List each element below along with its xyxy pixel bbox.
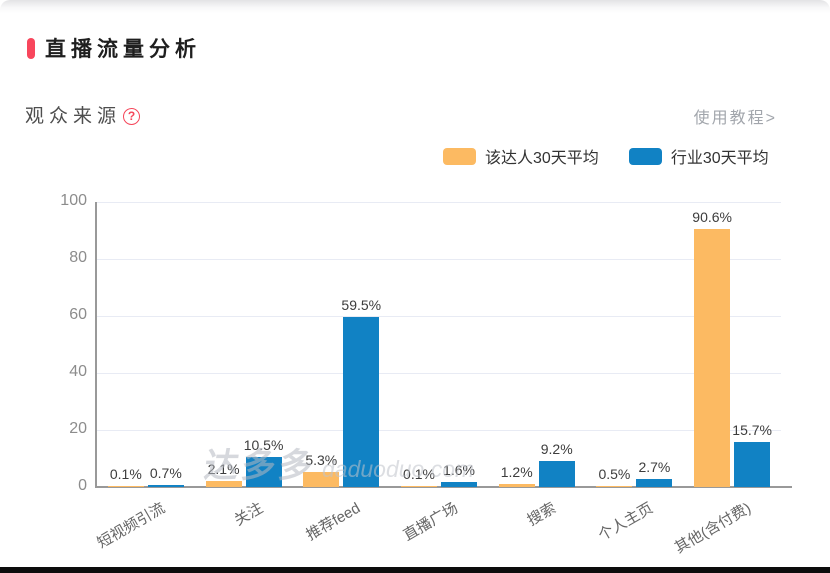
- card-top-edge: [0, 0, 830, 13]
- bar-value-label: 1.2%: [500, 463, 533, 480]
- gridline: [97, 315, 781, 317]
- page-title: 直播流量分析: [45, 38, 201, 61]
- bar-value-label: 0.1%: [109, 466, 142, 482]
- bottom-edge-bar: [0, 567, 830, 573]
- chart-legend: 该达人30天平均 行业30天平均: [443, 144, 769, 168]
- legend-item-1[interactable]: 行业30天平均: [628, 144, 769, 168]
- bar-value-label: 2.1%: [207, 461, 240, 477]
- bar-s1-c3: [441, 482, 477, 487]
- bar-value-label: 9.2%: [540, 440, 573, 457]
- legend-swatch-icon: [443, 147, 476, 165]
- gridline: [97, 372, 781, 374]
- bar-value-label: 10.5%: [243, 437, 284, 454]
- bar-s1-c1: [245, 457, 282, 487]
- x-axis-line: [95, 486, 792, 488]
- x-axis-label: 推荐feed: [303, 499, 364, 544]
- panel-header: 直播流量分析: [27, 33, 201, 63]
- section-header: 观众来源? 使用教程>: [25, 101, 777, 127]
- bar-s1-c4: [538, 460, 575, 487]
- help-question-icon[interactable]: ?: [123, 108, 141, 125]
- bar-s0-c3: [401, 486, 437, 487]
- y-axis-tick-label: 60: [69, 306, 87, 323]
- y-axis-tick-label: 20: [69, 420, 87, 437]
- bar-s0-c0: [107, 486, 144, 487]
- legend-swatch-icon: [628, 147, 662, 165]
- bar-s1-c6: [734, 442, 771, 487]
- gridline: [97, 201, 781, 203]
- legend-label: 行业30天平均: [670, 150, 769, 167]
- y-axis-tick-label: 80: [69, 249, 87, 266]
- x-axis-label: 直播广场: [400, 499, 461, 545]
- bar-s0-c5: [596, 485, 633, 487]
- bar-value-label: 1.6%: [443, 462, 475, 479]
- x-axis-label: 短视频引流: [94, 499, 168, 552]
- gridline: [97, 258, 781, 260]
- bar-value-label: 59.5%: [341, 297, 382, 314]
- bar-s0-c4: [498, 483, 535, 487]
- legend-label: 该达人30天平均: [485, 150, 599, 167]
- bar-value-label: 15.7%: [732, 422, 772, 439]
- bar-s0-c6: [694, 228, 731, 487]
- bar-value-label: 90.6%: [692, 208, 732, 225]
- x-axis-label: 关注: [231, 499, 266, 530]
- legend-item-0[interactable]: 该达人30天平均: [443, 144, 599, 168]
- section-title: 观众来源: [25, 106, 122, 127]
- y-axis-tick-label: 40: [69, 363, 87, 380]
- y-axis-line: [95, 202, 97, 487]
- bar-value-label: 0.5%: [598, 465, 631, 482]
- title-accent-bar: [27, 37, 35, 59]
- y-axis-tick-label: 0: [78, 477, 87, 494]
- bar-s0-c2: [303, 471, 340, 487]
- x-axis-label: 个人主页: [595, 499, 657, 545]
- x-axis-label: 搜索: [524, 499, 559, 530]
- bar-value-label: 0.7%: [149, 465, 182, 481]
- bar-s0-c1: [205, 481, 242, 487]
- x-axis-label: 其他(含付费): [672, 499, 755, 557]
- bar-value-label: 5.3%: [305, 451, 338, 468]
- bar-s1-c0: [147, 485, 184, 487]
- bar-value-label: 0.1%: [403, 466, 435, 482]
- bar-value-label: 2.7%: [638, 459, 671, 476]
- tutorial-link[interactable]: 使用教程>: [693, 110, 777, 127]
- bar-s1-c2: [343, 317, 380, 487]
- bar-s1-c5: [636, 479, 673, 487]
- gridline: [97, 429, 781, 431]
- y-axis-tick-label: 100: [60, 192, 87, 209]
